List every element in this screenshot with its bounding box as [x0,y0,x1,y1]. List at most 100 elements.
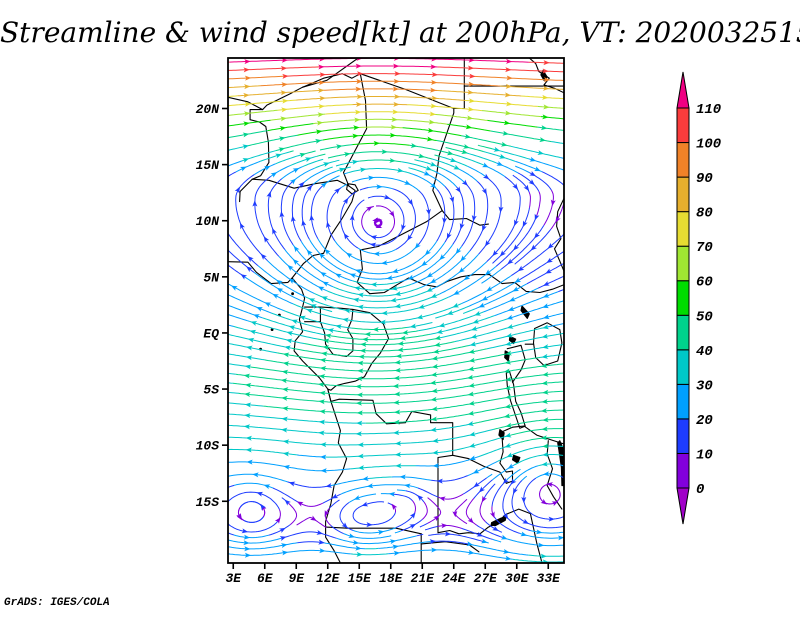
flow-arrow-icon [505,332,513,338]
flow-arrow-icon [542,94,549,100]
streamline [280,180,295,246]
flow-arrow-icon [467,65,475,71]
flow-arrow-icon [362,337,369,343]
flow-arrow-icon [506,452,514,458]
flow-arrow-icon [319,409,326,415]
flow-arrow-icon [541,426,548,432]
streamline [327,151,433,160]
flow-arrow-icon [393,78,400,84]
flow-arrow-icon [243,373,251,379]
flow-arrow-icon [322,345,330,351]
flow-arrow-icon [244,552,252,558]
flow-arrow-icon [349,273,357,279]
flow-arrow-icon [323,338,330,344]
flow-arrow-icon [354,286,361,292]
flow-arrow-icon [504,432,512,438]
flow-arrow-icon [256,491,264,497]
streamline [463,308,476,314]
flow-arrow-icon [356,551,363,557]
streamline [340,191,359,249]
streamline [267,178,286,250]
border-nile-river [528,58,564,94]
streamline [268,524,291,536]
flow-arrow-icon [279,211,285,218]
flow-arrow-icon [555,216,561,223]
flow-arrow-icon [244,59,251,65]
flow-arrow-icon [283,464,290,470]
flow-arrow-icon [346,252,353,259]
streamline [519,532,564,539]
streamline [339,502,354,531]
streamline [512,174,530,193]
streamline [485,521,503,533]
flow-arrow-icon [335,324,342,330]
flow-arrow-icon [414,242,421,249]
streamline [512,558,564,563]
flow-arrow-icon [243,121,250,127]
flow-arrow-icon [308,298,316,304]
flow-arrow-icon [540,125,548,131]
flow-arrow-icon [438,322,446,328]
flow-arrow-icon [506,314,514,320]
flow-arrow-icon [318,373,326,379]
flow-arrow-icon [394,367,401,373]
flow-arrow-icon [407,198,413,206]
flow-arrow-icon [542,389,549,395]
streamline [365,400,564,424]
lon-tick-label: 12E [316,571,341,586]
flow-arrow-icon [551,501,559,507]
flow-arrow-icon [481,295,489,301]
streamline [513,454,564,466]
flow-arrow-icon [391,503,398,511]
streamline [275,153,304,165]
flow-arrow-icon [392,268,399,274]
flow-arrow-icon [389,157,396,163]
flow-arrow-icon [392,86,400,92]
colorbar-segment [676,314,690,351]
flow-arrow-icon [289,178,297,185]
flow-arrow-icon [315,129,323,135]
flow-arrow-icon [394,291,402,297]
flow-arrow-icon [504,385,511,391]
lon-tick-label: 33E [537,571,562,586]
flow-arrow-icon [468,400,475,406]
flow-arrow-icon [324,248,331,255]
streamline [481,110,542,118]
flow-arrow-icon [521,496,527,504]
border-niger-chad [342,73,368,187]
flow-arrow-icon [418,303,425,309]
flow-arrow-icon [245,355,253,361]
flow-arrow-icon [542,443,549,449]
flow-arrow-icon [541,353,549,359]
flow-arrow-icon [507,463,515,469]
streamline [465,100,538,107]
streamline [507,300,564,320]
colorbar-label: 110 [696,102,721,118]
streamline [238,381,564,404]
flow-arrow-icon [446,310,454,315]
colorbar-segment [676,383,690,420]
flow-arrow-icon [503,368,511,374]
flow-arrow-icon [433,515,440,522]
flow-arrow-icon [383,194,391,200]
flow-arrow-icon [335,273,342,279]
flow-arrow-icon [288,481,296,487]
flow-arrow-icon [394,94,401,100]
flow-arrow-icon [361,501,369,507]
colorbar-label: 10 [696,448,713,464]
colorbar-label: 0 [696,482,704,498]
streamline [502,481,531,532]
flow-arrow-icon [468,348,476,354]
flow-arrow-icon [474,310,482,316]
flow-arrow-icon [323,162,330,168]
streamline [308,239,446,280]
flow-arrow-icon [320,182,327,189]
flow-arrow-icon [317,88,325,94]
streamline [396,489,406,492]
flow-arrow-icon [478,486,485,493]
flow-arrow-icon [509,296,516,302]
flow-arrow-icon [512,183,519,190]
flow-arrow-icon [425,208,431,216]
streamline [492,207,530,264]
border-mali-stub [228,96,264,111]
